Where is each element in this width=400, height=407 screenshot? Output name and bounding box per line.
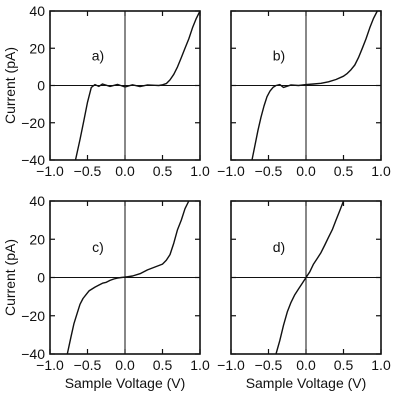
y-tick-label: 40	[29, 193, 45, 209]
iv-curve-line	[251, 10, 378, 161]
x-tick-label: −1.0	[217, 163, 245, 179]
y-tick-label: −40	[21, 152, 45, 168]
y-tick-label: 20	[29, 40, 45, 56]
y-tick-label: −40	[21, 346, 45, 362]
x-tick-label: 0.0	[296, 357, 316, 373]
panel-label: b)	[273, 48, 285, 64]
y-tick-label: 0	[37, 270, 45, 286]
x-axis-title: Sample Voltage (V)	[246, 375, 367, 391]
y-axis-title: Current (pA)	[2, 239, 18, 316]
x-tick-label: −1.0	[217, 357, 245, 373]
iv-curve-line	[74, 10, 201, 161]
iv-curve-line	[275, 200, 345, 355]
x-tick-label: −1.0	[36, 357, 64, 373]
x-tick-label: 1.0	[371, 163, 391, 179]
panel-3: −1.0 −0.5 0.0 0.5 1.0 40 20 0 −20 −40 Current (pA)…	[2, 193, 210, 391]
y-tick-label: 0	[37, 78, 45, 94]
x-tick-label: 0.0	[115, 357, 135, 373]
panel-label: a)	[92, 48, 104, 64]
y-tick-label: −20	[21, 115, 45, 131]
x-tick-label: 0.0	[115, 163, 135, 179]
x-tick-label: 0.5	[334, 357, 354, 373]
x-tick-label: 0.0	[296, 163, 316, 179]
x-tick-label: −0.5	[74, 163, 102, 179]
x-tick-label: −0.5	[255, 163, 283, 179]
x-tick-label: 1.0	[190, 163, 210, 179]
y-tick-label: 40	[29, 3, 45, 19]
x-tick-label: 0.5	[334, 163, 354, 179]
x-tick-label: −0.5	[74, 357, 102, 373]
iv-curve-line	[66, 200, 190, 355]
x-axis-title: Sample Voltage (V)	[65, 375, 186, 391]
x-tick-label: 0.5	[153, 163, 173, 179]
x-tick-label: −0.5	[255, 357, 283, 373]
x-tick-label: 0.5	[153, 357, 173, 373]
panel-2: −1.0 −0.5 0.0 0.5 1.0 b)	[217, 10, 391, 179]
x-tick-label: 1.0	[190, 357, 210, 373]
panel-label: d)	[273, 239, 285, 255]
y-axis-title: Current (pA)	[2, 47, 18, 124]
panel-label: c)	[92, 239, 104, 255]
panel-1: −1.0 −0.5 0.0 0.5 1.0 40 20 0 −20 −40 Current (pA)…	[2, 3, 210, 179]
x-tick-label: 1.0	[371, 357, 391, 373]
y-tick-label: −20	[21, 308, 45, 324]
x-tick-label: −1.0	[36, 163, 64, 179]
y-tick-label: 20	[29, 231, 45, 247]
